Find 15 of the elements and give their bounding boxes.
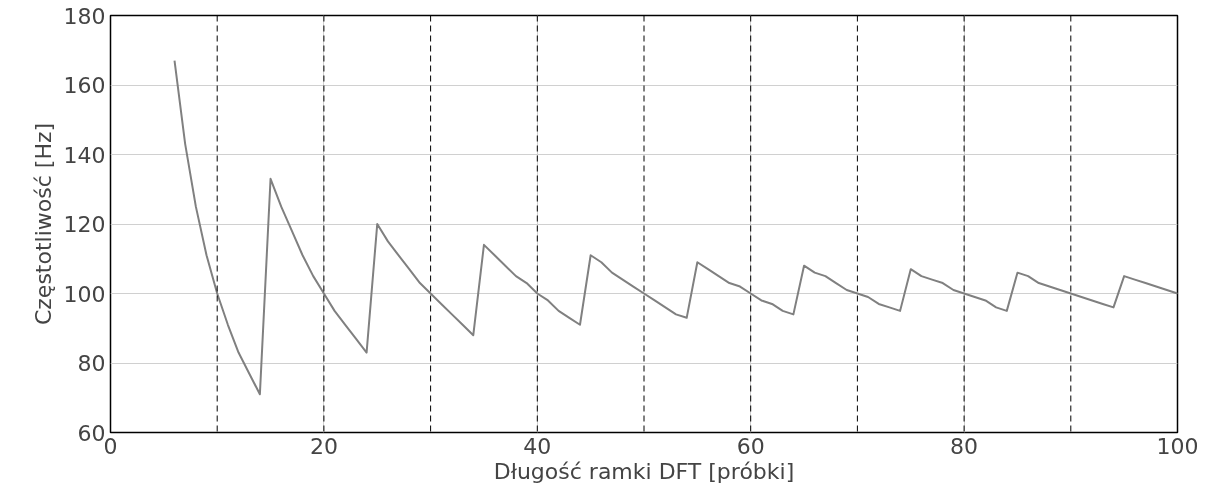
x-tick-label: 100	[1156, 433, 1199, 459]
y-tick-label: 160	[63, 73, 106, 98]
line-series	[173, 59, 1178, 396]
y-tick-label: 100	[63, 281, 106, 307]
y-tick-label: 180	[63, 3, 106, 29]
y-tick-label: 120	[63, 212, 106, 237]
x-tick-label: 0	[103, 433, 118, 459]
y-tick-label: 80	[77, 351, 106, 376]
y-tick-label: 140	[63, 142, 106, 168]
y-axis-title: Częstotliwość [Hz]	[30, 122, 56, 326]
x-tick-label: 40	[523, 433, 552, 459]
x-tick-label: 20	[309, 433, 338, 459]
x-tick-label: 80	[950, 433, 979, 459]
x-axis-title: Długość ramki DFT [próbki]	[493, 458, 795, 484]
x-tick-label: 60	[736, 433, 765, 459]
